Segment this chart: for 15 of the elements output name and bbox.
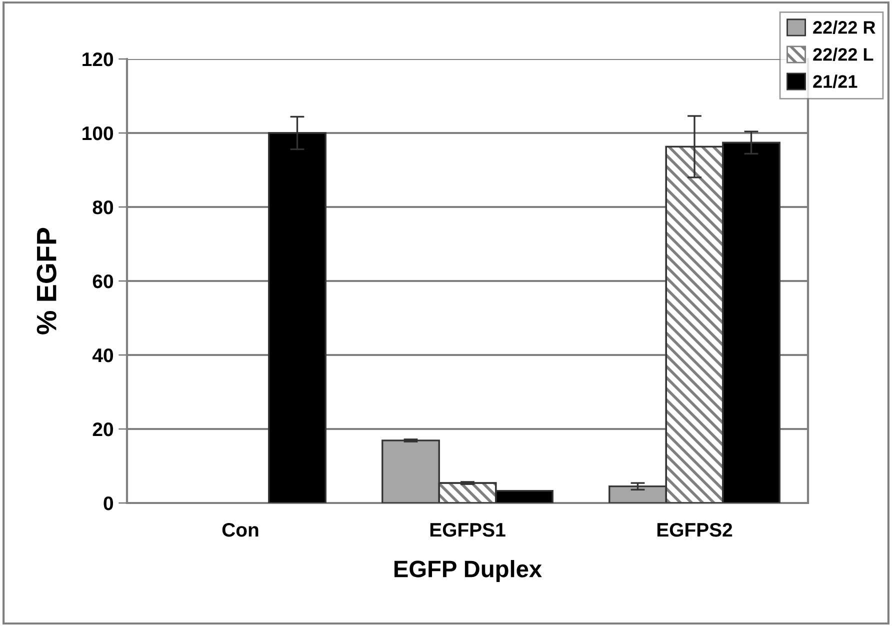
y-tick-label: 0	[104, 496, 114, 510]
x-tick-label: EGFPS2	[657, 522, 732, 537]
y-tick-label: 60	[92, 274, 114, 288]
x-axis-title: EGFP Duplex	[394, 560, 542, 582]
y-axis-title: % EGFP	[36, 228, 56, 334]
legend-label: 22/22 R	[813, 20, 876, 34]
x-tick-label: EGFPS1	[430, 522, 506, 537]
y-tick-label: 100	[82, 126, 114, 140]
y-tick-label: 80	[92, 200, 114, 214]
x-tick-label: Con	[222, 522, 258, 537]
y-tick-label: 40	[92, 348, 114, 362]
legend-label: 21/21	[813, 74, 858, 88]
y-tick-label: 20	[92, 422, 114, 436]
legend-label: 22/22 L	[813, 48, 874, 62]
y-tick-label: 120	[82, 52, 114, 66]
